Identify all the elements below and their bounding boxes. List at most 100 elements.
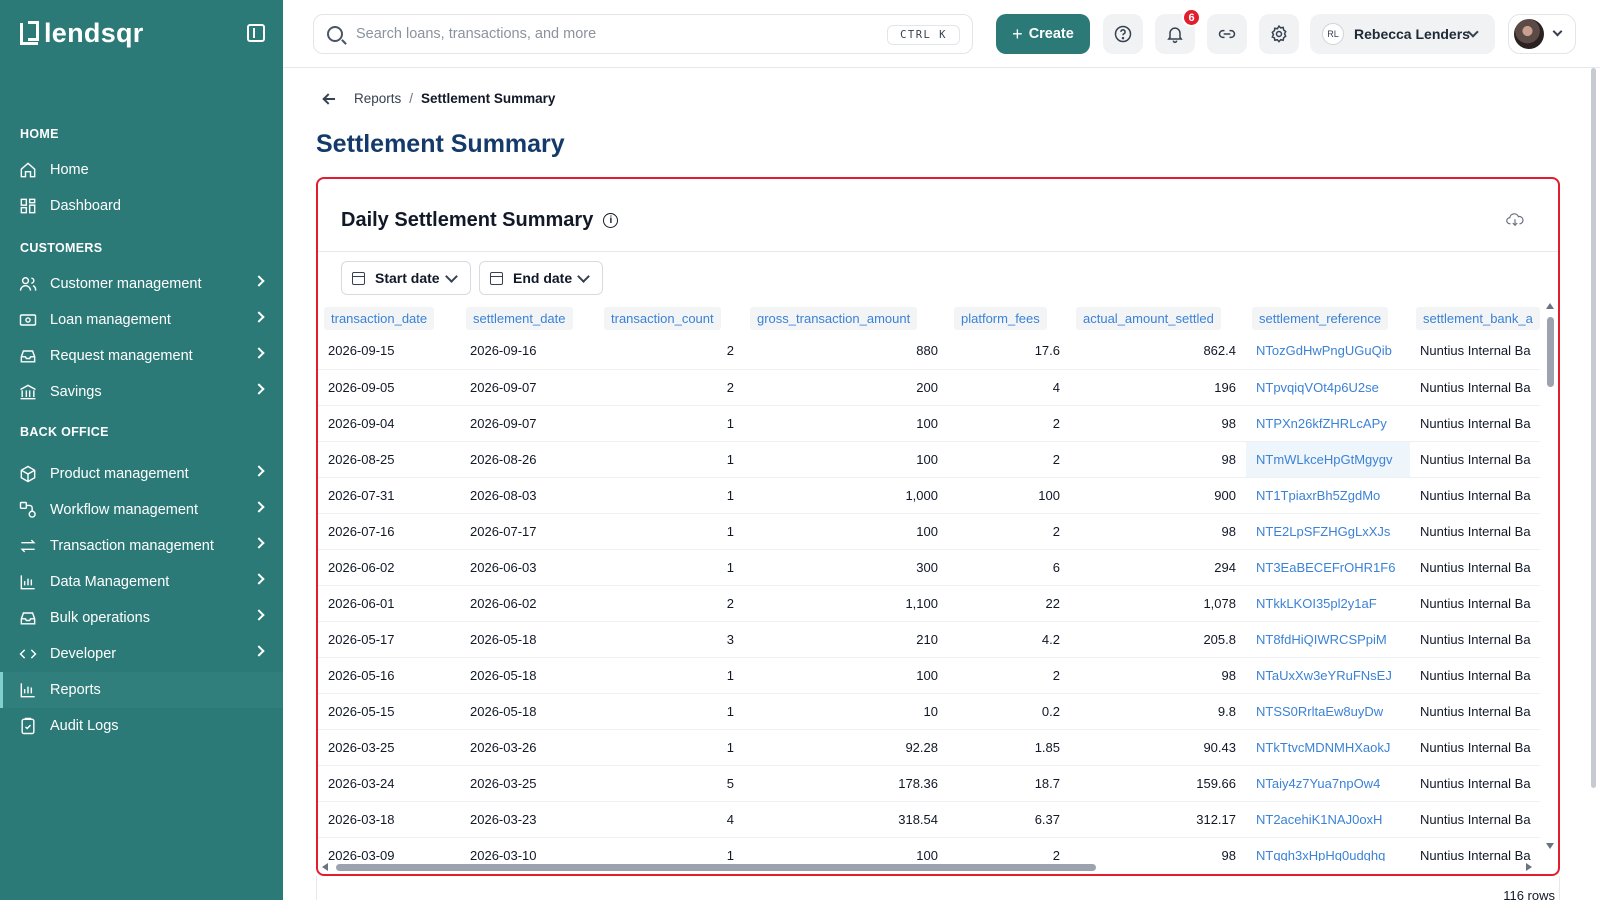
cell-transaction-date: 2026-05-15 <box>318 693 460 730</box>
cell-platform-fees: 1.85 <box>948 729 1070 766</box>
sidebar-item-request-management[interactable]: Request management <box>0 338 283 374</box>
topbar: Search loans, transactions, and more CTR… <box>283 0 1600 68</box>
user-name: Rebecca Lenders <box>1354 26 1470 42</box>
cell-settlement-reference[interactable]: NTPXn26kfZHRLcAPy <box>1246 405 1410 442</box>
notifications-button[interactable]: 6 <box>1155 8 1201 54</box>
sidebar-item-data-management[interactable]: Data Management <box>0 564 283 600</box>
cell-settlement-reference[interactable]: NT8fdHiQIWRCSPpiM <box>1246 621 1410 658</box>
sidebar-item-label: Dashboard <box>50 198 121 214</box>
sidebar-item-developer[interactable]: Developer <box>0 636 283 672</box>
table-row[interactable]: 2026-05-15 2026-05-18 1 10 0.2 9.8 NTSS0RrltaE… <box>318 693 1540 730</box>
horizontal-scrollbar[interactable] <box>322 863 1532 872</box>
cell-settlement-bank-a: Nuntius Internal Ba <box>1410 585 1540 622</box>
cell-settlement-reference[interactable]: NTkTtvcMDNMHXaokJ <box>1246 729 1410 766</box>
cell-transaction-date: 2026-03-09 <box>318 837 460 861</box>
column-header-platform-fees[interactable]: platform_fees <box>948 303 1070 333</box>
table-row[interactable]: 2026-08-25 2026-08-26 1 100 2 98 NTmWLkceHpGtM… <box>318 441 1540 478</box>
cell-settlement-reference[interactable]: NTpvqiqVOt4p6U2se <box>1246 369 1410 406</box>
cell-platform-fees: 0.2 <box>948 693 1070 730</box>
cell-platform-fees: 2 <box>948 405 1070 442</box>
back-arrow-icon[interactable] <box>322 92 336 106</box>
scroll-left-arrow-icon[interactable] <box>322 863 328 871</box>
table-row[interactable]: 2026-09-04 2026-09-07 1 100 2 98 NTPXn26kfZHRL… <box>318 405 1540 442</box>
logo-text: lendsqr <box>44 18 144 48</box>
sidebar-item-reports[interactable]: Reports <box>0 672 283 708</box>
user-menu-button[interactable]: RL Rebecca Lenders <box>1310 14 1495 54</box>
column-header-settlement-bank-a[interactable]: settlement_bank_a <box>1410 303 1540 333</box>
table-row[interactable]: 2026-07-16 2026-07-17 1 100 2 98 NTE2LpSFZHGgL… <box>318 513 1540 550</box>
column-header-transaction-date[interactable]: transaction_date <box>318 303 460 333</box>
table-row[interactable]: 2026-05-17 2026-05-18 3 210 4.2 205.8 NT8fdHiQ… <box>318 621 1540 658</box>
sidebar-item-loan-management[interactable]: Loan management <box>0 302 283 338</box>
column-header-gross-transaction-amount[interactable]: gross_transaction_amount <box>744 303 948 333</box>
scroll-down-arrow-icon[interactable] <box>1546 843 1554 849</box>
collapse-sidebar-icon[interactable] <box>247 24 265 42</box>
cell-settlement-reference[interactable]: NTmWLkceHpGtMgygv <box>1246 441 1410 478</box>
cell-settlement-reference[interactable]: NT3EaBECEFrOHR1F6 <box>1246 549 1410 586</box>
scroll-up-arrow-icon[interactable] <box>1546 303 1554 309</box>
cell-gross-transaction-amount: 1,100 <box>744 585 948 622</box>
cell-settlement-reference[interactable]: NT2acehiK1NAJ0oxH <box>1246 801 1410 838</box>
column-header-settlement-date[interactable]: settlement_date <box>460 303 598 333</box>
lendsqr-logo[interactable]: lendsqr <box>20 18 144 49</box>
cell-actual-amount-settled: 98 <box>1070 441 1246 478</box>
sidebar-item-audit-logs[interactable]: Audit Logs <box>0 708 283 744</box>
sidebar-item-savings[interactable]: Savings <box>0 374 283 410</box>
horizontal-scroll-thumb[interactable] <box>336 864 1096 871</box>
cell-settlement-reference[interactable]: NTkkLKOI35pl2y1aF <box>1246 585 1410 622</box>
settings-button[interactable] <box>1259 14 1299 54</box>
notification-badge: 6 <box>1182 8 1201 27</box>
search-input[interactable]: Search loans, transactions, and more CTR… <box>313 14 973 54</box>
sidebar-item-home[interactable]: Home <box>0 152 283 188</box>
cell-settlement-date: 2026-05-18 <box>460 621 598 658</box>
breadcrumb-reports-link[interactable]: Reports <box>354 91 402 106</box>
column-header-settlement-reference[interactable]: settlement_reference <box>1246 303 1410 333</box>
cell-actual-amount-settled: 312.17 <box>1070 801 1246 838</box>
users-icon <box>18 274 38 294</box>
cell-settlement-bank-a: Nuntius Internal Ba <box>1410 549 1540 586</box>
scroll-right-arrow-icon[interactable] <box>1526 863 1532 871</box>
table-row[interactable]: 2026-06-02 2026-06-03 1 300 6 294 NT3EaBECEFrO… <box>318 549 1540 586</box>
table-row[interactable]: 2026-06-01 2026-06-02 2 1,100 22 1,078 NTkkLKO… <box>318 585 1540 622</box>
column-header-transaction-count[interactable]: transaction_count <box>598 303 744 333</box>
info-icon[interactable]: i <box>603 213 619 228</box>
table-row[interactable]: 2026-07-31 2026-08-03 1 1,000 100 900 NT1Tpiax… <box>318 477 1540 514</box>
section-back-office: BACK OFFICE <box>20 425 109 439</box>
link-button[interactable] <box>1207 14 1247 54</box>
vertical-scroll-thumb[interactable] <box>1547 317 1554 387</box>
settlement-table-container[interactable]: transaction_date settlement_date transacti… <box>318 303 1540 861</box>
cloud-download-icon[interactable] <box>1506 213 1524 227</box>
table-row[interactable]: 2026-09-05 2026-09-07 2 200 4 196 NTpvqiqVOt4p… <box>318 369 1540 406</box>
profile-avatar-button[interactable] <box>1508 14 1576 54</box>
create-button[interactable]: + Create <box>996 14 1090 54</box>
sidebar-item-transaction-management[interactable]: Transaction management <box>0 528 283 564</box>
start-date-picker[interactable]: Start date <box>341 261 471 295</box>
table-row[interactable]: 2026-03-18 2026-03-23 4 318.54 6.37 312.17 NT2… <box>318 801 1540 838</box>
gear-icon <box>1271 24 1287 43</box>
sidebar-item-product-management[interactable]: Product management <box>0 456 283 492</box>
vertical-scrollbar[interactable] <box>1546 303 1554 849</box>
table-row[interactable]: 2026-09-15 2026-09-16 2 880 17.6 862.4 NTozGdH… <box>318 333 1540 370</box>
sidebar-item-bulk-operations[interactable]: Bulk operations <box>0 600 283 636</box>
table-row[interactable]: 2026-03-09 2026-03-10 1 100 2 98 NTqqh3xHpHq0u… <box>318 837 1540 861</box>
cell-settlement-reference[interactable]: NTqqh3xHpHq0udghq <box>1246 837 1410 861</box>
table-row[interactable]: 2026-03-24 2026-03-25 5 178.36 18.7 159.66 NTa… <box>318 765 1540 802</box>
end-date-picker[interactable]: End date <box>479 261 603 295</box>
cell-settlement-reference[interactable]: NT1TpiaxrBh5ZgdMo <box>1246 477 1410 514</box>
cell-settlement-reference[interactable]: NTozGdHwPngUGuQib <box>1246 333 1410 370</box>
cell-settlement-reference[interactable]: NTaiy4z7Yua7npOw4 <box>1246 765 1410 802</box>
cell-settlement-reference[interactable]: NTSS0RrltaEw8uyDw <box>1246 693 1410 730</box>
sidebar-item-workflow-management[interactable]: Workflow management <box>0 492 283 528</box>
page-scrollbar[interactable] <box>1591 68 1596 788</box>
column-header-actual-amount-settled[interactable]: actual_amount_settled <box>1070 303 1246 333</box>
table-row[interactable]: 2026-05-16 2026-05-18 1 100 2 98 NTaUxXw3eYRuF… <box>318 657 1540 694</box>
sidebar-item-customer-management[interactable]: Customer management <box>0 266 283 302</box>
cell-settlement-reference[interactable]: NTaUxXw3eYRuFNsEJ <box>1246 657 1410 694</box>
sidebar: lendsqr HOME CUSTOMERS BACK OFFICE Home D… <box>0 0 283 900</box>
cell-settlement-bank-a: Nuntius Internal Ba <box>1410 477 1540 514</box>
help-button[interactable] <box>1103 14 1143 54</box>
cell-actual-amount-settled: 294 <box>1070 549 1246 586</box>
cell-settlement-reference[interactable]: NTE2LpSFZHGgLxXJs <box>1246 513 1410 550</box>
table-row[interactable]: 2026-03-25 2026-03-26 1 92.28 1.85 90.43 NTkTt… <box>318 729 1540 766</box>
sidebar-item-dashboard[interactable]: Dashboard <box>0 188 283 224</box>
